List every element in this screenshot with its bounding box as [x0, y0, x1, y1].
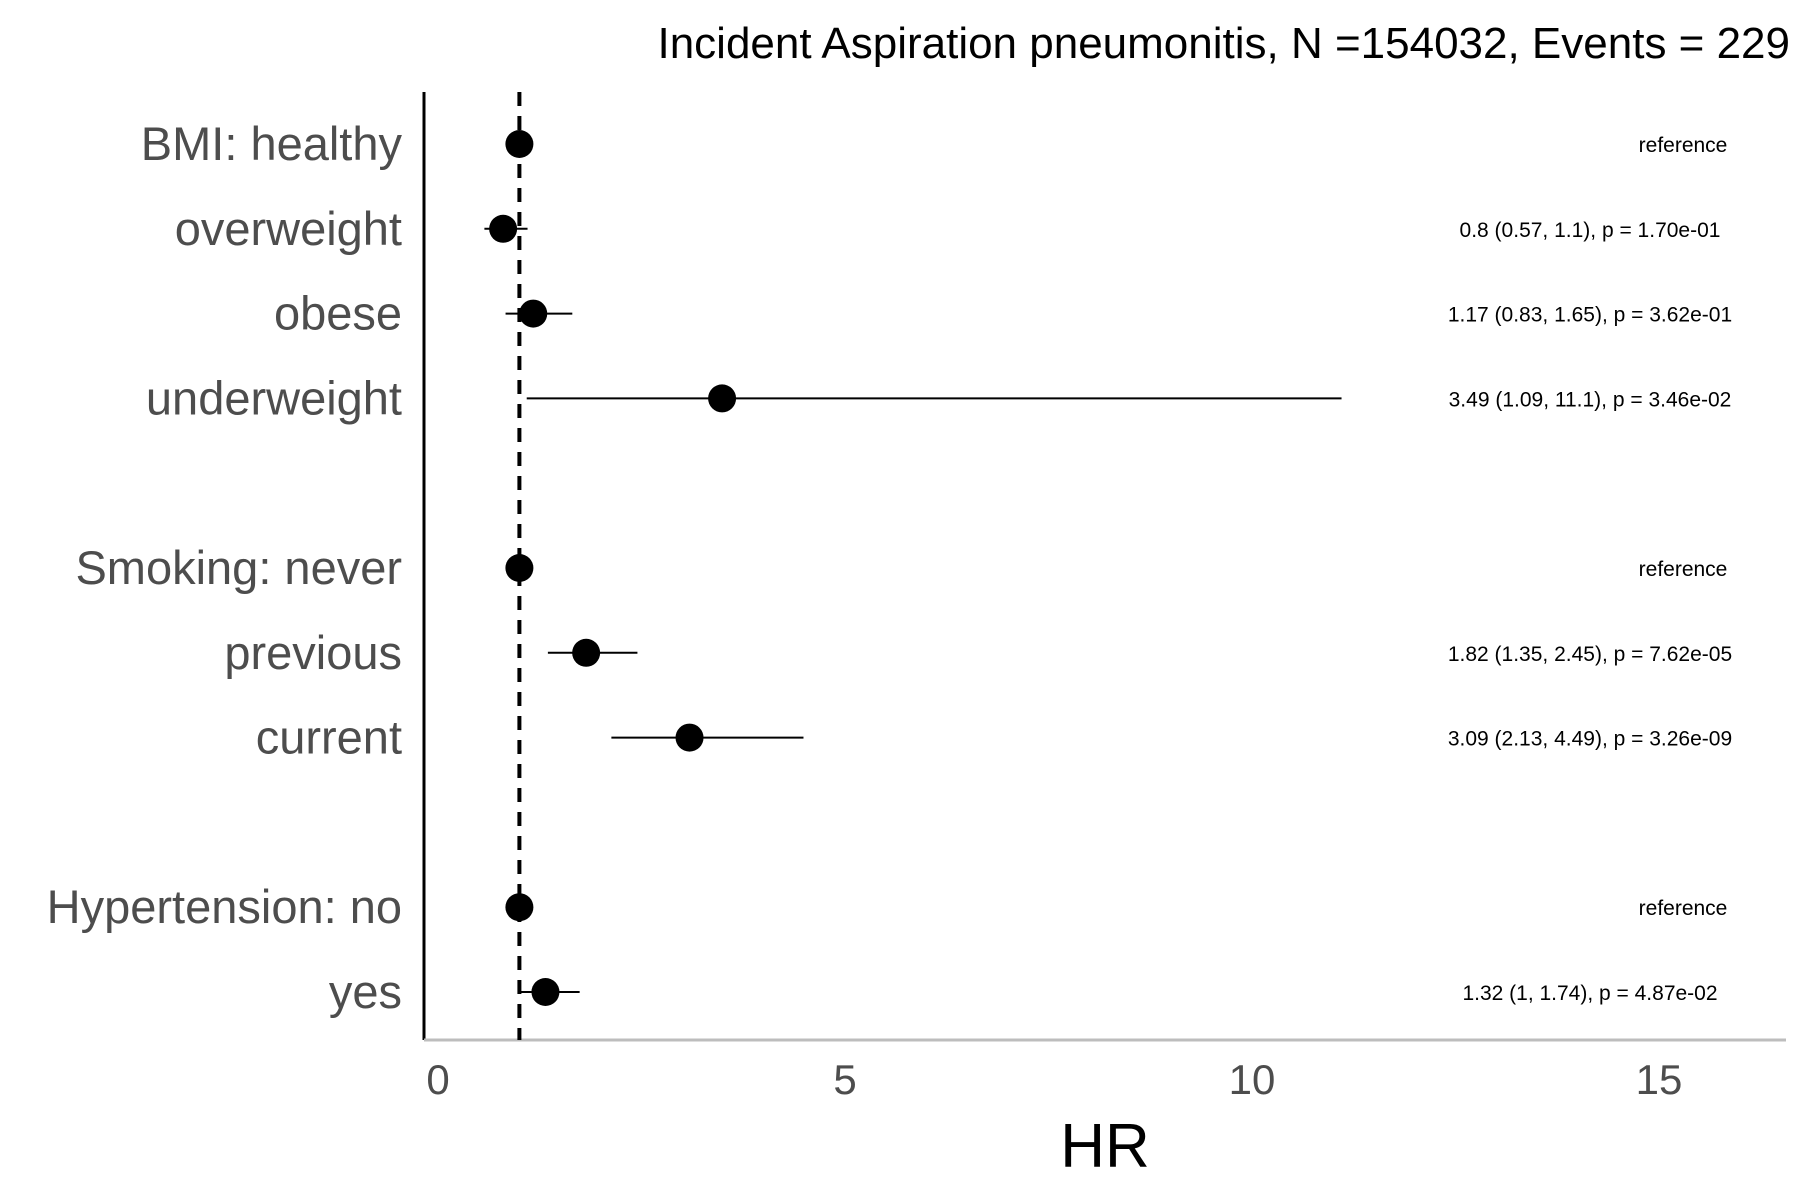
x-axis-label: HR [1060, 1112, 1150, 1181]
estimate-annotation: 1.82 (1.35, 2.45), p = 7.62e-05 [1448, 643, 1732, 666]
estimate-annotation: 3.09 (2.13, 4.49), p = 3.26e-09 [1448, 728, 1732, 751]
hazard-ratio-point [505, 554, 534, 582]
x-tick-label: 5 [833, 1056, 856, 1103]
hazard-ratio-point [531, 978, 560, 1006]
row-label: BMI: healthy [141, 117, 403, 170]
forest-rows: BMI: healthy reference overweight 0.8 (0.57… [47, 117, 1732, 1018]
x-tick-label: 0 [426, 1056, 449, 1103]
x-tick-label: 10 [1229, 1056, 1276, 1103]
row-label: underweight [146, 371, 402, 424]
estimate-annotation: 3.49 (1.09, 11.1), p = 3.46e-02 [1449, 388, 1732, 411]
hazard-ratio-point [505, 130, 534, 158]
hazard-ratio-point [572, 638, 601, 667]
row-label: Hypertension: no [47, 880, 402, 933]
x-tick-label: 15 [1636, 1056, 1683, 1103]
hazard-ratio-point [675, 723, 704, 752]
reference-annotation: reference [1639, 897, 1728, 920]
estimate-annotation: 1.17 (0.83, 1.65), p = 3.62e-01 [1448, 304, 1732, 327]
hazard-ratio-point [519, 299, 548, 328]
reference-annotation: reference [1639, 134, 1728, 157]
row-label: previous [224, 626, 402, 679]
estimate-annotation: 1.32 (1, 1.74), p = 4.87e-02 [1462, 982, 1717, 1005]
row-label: current [256, 711, 402, 764]
row-label: overweight [175, 202, 402, 255]
hazard-ratio-point [708, 384, 737, 413]
x-axis-ticks: 0 5 10 15 [426, 1056, 1682, 1103]
hazard-ratio-point [489, 214, 518, 243]
estimate-annotation: 0.8 (0.57, 1.1), p = 1.70e-01 [1460, 219, 1721, 242]
row-label: obese [274, 287, 402, 340]
chart-title: Incident Aspiration pneumonitis, N =1540… [657, 19, 1790, 68]
row-label: Smoking: never [75, 541, 402, 594]
row-label: yes [329, 965, 402, 1018]
reference-annotation: reference [1639, 558, 1728, 581]
hazard-ratio-point [505, 893, 534, 922]
